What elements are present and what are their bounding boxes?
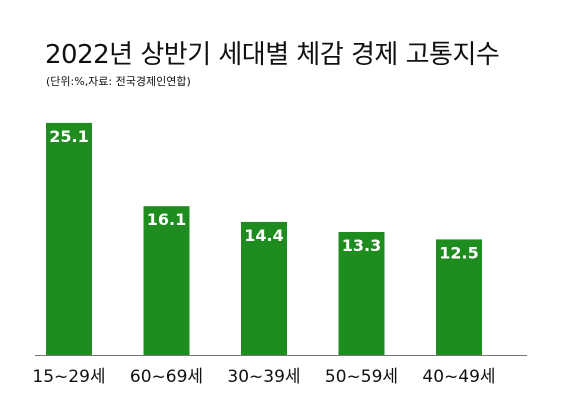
bar-3 xyxy=(241,221,287,355)
bar-4 xyxy=(338,232,385,355)
bar-value-label: 12.5 xyxy=(439,243,478,262)
x-tick-label: 50~59세 xyxy=(325,367,398,387)
x-tick-label: 30~39세 xyxy=(227,367,300,387)
chart-title: 2022년 상반기 세대별 체감 경제 고통지수 xyxy=(45,40,500,70)
bar-2 xyxy=(143,206,190,355)
bar-value-label: 13.3 xyxy=(342,236,381,255)
bars-layer: 25.1 16.1 14.4 13.3 12.5 xyxy=(46,122,482,356)
bar-value-label: 25.1 xyxy=(49,127,88,146)
x-tick-label: 60~69세 xyxy=(130,367,203,387)
bar-5 xyxy=(436,239,482,355)
chart-subtitle: (단위:%,자료: 전국경제인연합) xyxy=(46,75,191,88)
x-tick-label: 15~29세 xyxy=(32,367,105,387)
bar-value-label: 14.4 xyxy=(244,226,283,245)
x-tick-labels: 15~29세 60~69세 30~39세 50~59세 40~49세 xyxy=(32,367,495,387)
x-tick-label: 40~49세 xyxy=(422,367,495,387)
bar-value-label: 16.1 xyxy=(147,210,186,229)
bar-1 xyxy=(46,122,92,356)
